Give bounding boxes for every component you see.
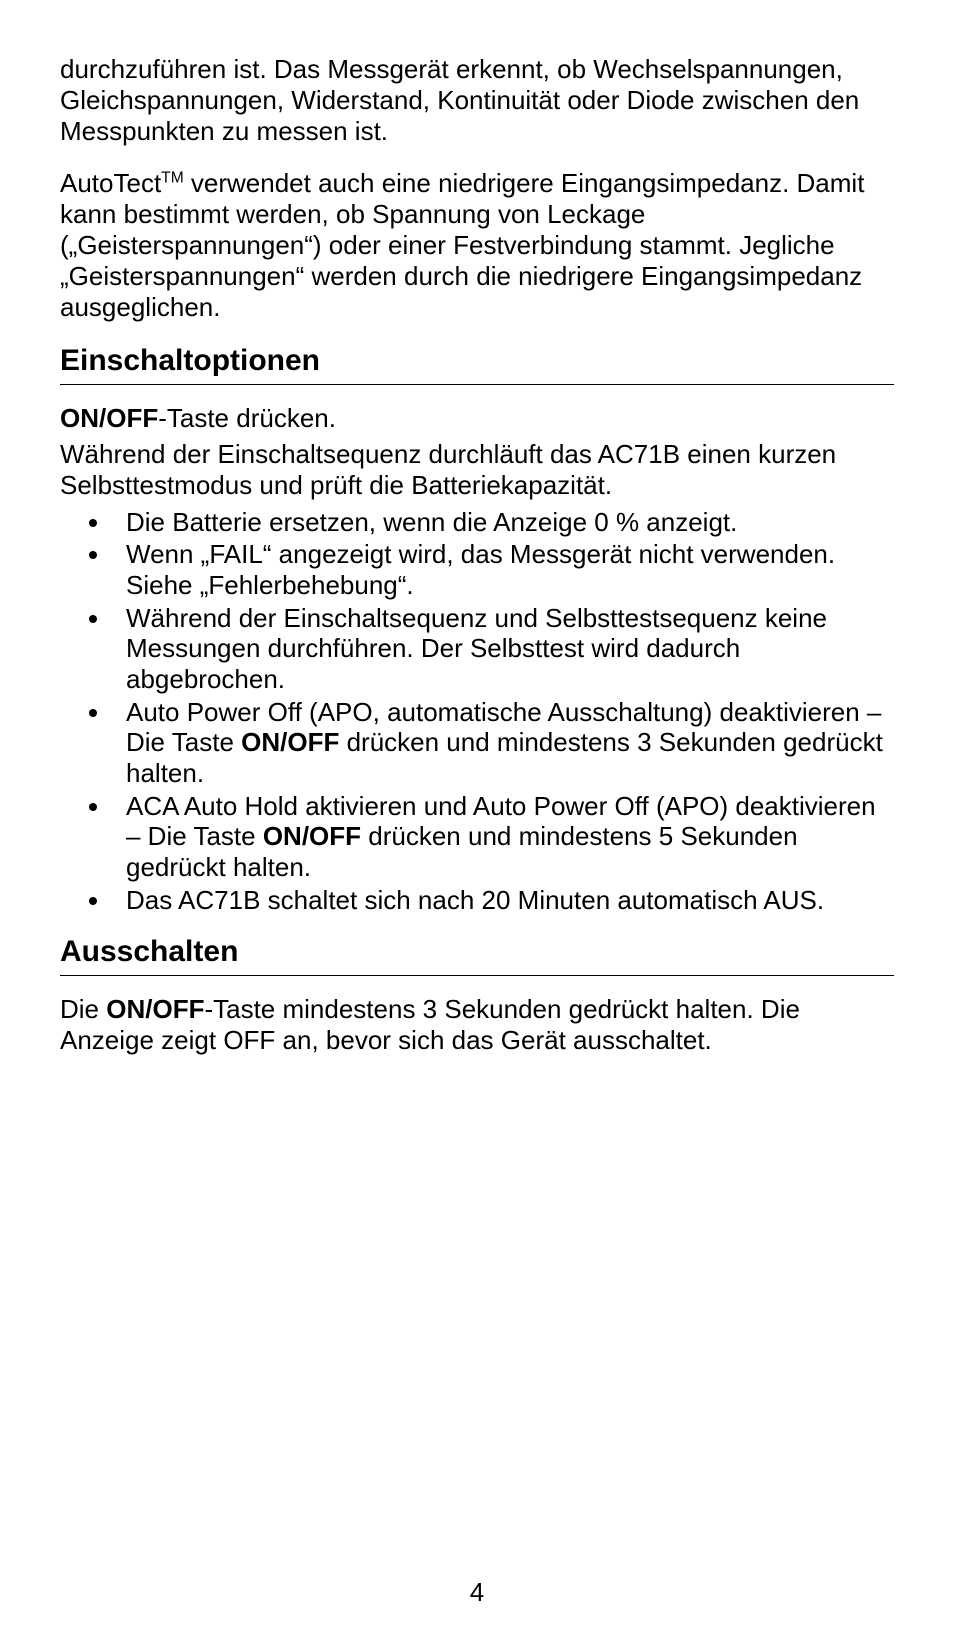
intro-paragraph-2: AutoTectTM verwendet auch eine niedriger… xyxy=(60,168,894,324)
document-page: durchzuführen ist. Das Messgerät erkennt… xyxy=(0,0,954,1648)
on-off-label-3: ON/OFF xyxy=(263,821,361,851)
list-item: Während der Einschaltsequenz und Selbstt… xyxy=(112,603,894,695)
power-off-pre: Die xyxy=(60,994,106,1024)
section-rule-2 xyxy=(60,975,894,976)
list-item: Das AC71B schaltet sich nach 20 Minuten … xyxy=(112,885,894,916)
section-heading-power-off: Ausschalten xyxy=(60,935,894,969)
section-rule-1 xyxy=(60,384,894,385)
page-number: 4 xyxy=(0,1577,954,1608)
power-on-lead-rest: -Taste drücken. xyxy=(158,403,336,433)
intro-paragraph-1: durchzuführen ist. Das Messgerät erkennt… xyxy=(60,54,894,148)
list-item: Die Batterie ersetzen, wenn die Anzeige … xyxy=(112,507,894,538)
list-item: ACA Auto Hold aktivieren und Auto Power … xyxy=(112,791,894,883)
bullet-text: Die Batterie ersetzen, wenn die Anzeige … xyxy=(126,507,737,537)
power-on-bullet-list: Die Batterie ersetzen, wenn die Anzeige … xyxy=(60,507,894,916)
on-off-label-4: ON/OFF xyxy=(106,994,204,1024)
bullet-text: Wenn „FAIL“ angezeigt wird, das Messgerä… xyxy=(126,539,835,600)
power-on-lead: ON/OFF-Taste drücken. xyxy=(60,403,894,434)
list-item: Wenn „FAIL“ angezeigt wird, das Messgerä… xyxy=(112,539,894,600)
power-on-prelist: Während der Einschaltsequenz durchläuft … xyxy=(60,439,894,500)
on-off-label-1: ON/OFF xyxy=(60,403,158,433)
list-item: Auto Power Off (APO, automatische Aussch… xyxy=(112,697,894,789)
on-off-label-2: ON/OFF xyxy=(241,727,339,757)
power-off-paragraph: Die ON/OFF-Taste mindestens 3 Sekunden g… xyxy=(60,994,894,1056)
bullet-text: Während der Einschaltsequenz und Selbstt… xyxy=(126,603,827,694)
autotect-label: AutoTect xyxy=(60,168,161,198)
bullet-text: Das AC71B schaltet sich nach 20 Minuten … xyxy=(126,885,824,915)
section-heading-power-on: Einschaltoptionen xyxy=(60,344,894,378)
intro-paragraph-2-rest: verwendet auch eine niedrigere Eingangsi… xyxy=(60,168,864,323)
trademark-symbol: TM xyxy=(161,169,184,186)
